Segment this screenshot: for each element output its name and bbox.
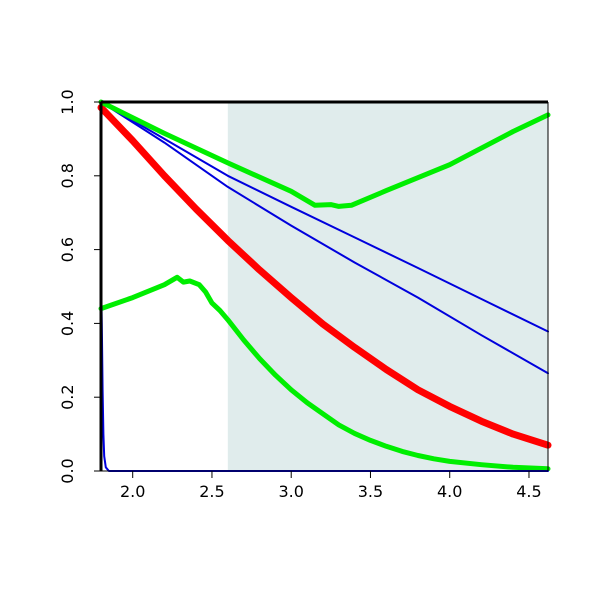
x-tick-label: 2.5 (199, 482, 224, 501)
y-tick-label: 0.8 (58, 163, 77, 188)
x-tick-label: 4.5 (516, 482, 541, 501)
series-line-2 (100, 101, 549, 375)
axes-layer: 2.0 2.5 3.0 3.5 4.0 4.5 0.0 0.2 0.4 0.6 0.8 1.0 (58, 89, 549, 501)
series-line-1 (100, 101, 549, 333)
x-tick-label: 2.0 (120, 482, 145, 501)
series-line-5 (98, 274, 551, 472)
series-line-4 (98, 99, 551, 209)
y-tick-label: 0.4 (58, 311, 77, 336)
y-tick-label: 0.6 (58, 237, 77, 262)
x-tick-label: 4.0 (437, 482, 462, 501)
series-line-3 (97, 104, 552, 449)
x-tick-label: 3.5 (358, 482, 383, 501)
y-tick-label: 0.0 (58, 458, 77, 483)
x-tick-label: 3.0 (278, 482, 303, 501)
series-layer (97, 99, 552, 472)
y-tick-label: 1.0 (58, 89, 77, 114)
y-tick-label: 0.2 (58, 384, 77, 409)
